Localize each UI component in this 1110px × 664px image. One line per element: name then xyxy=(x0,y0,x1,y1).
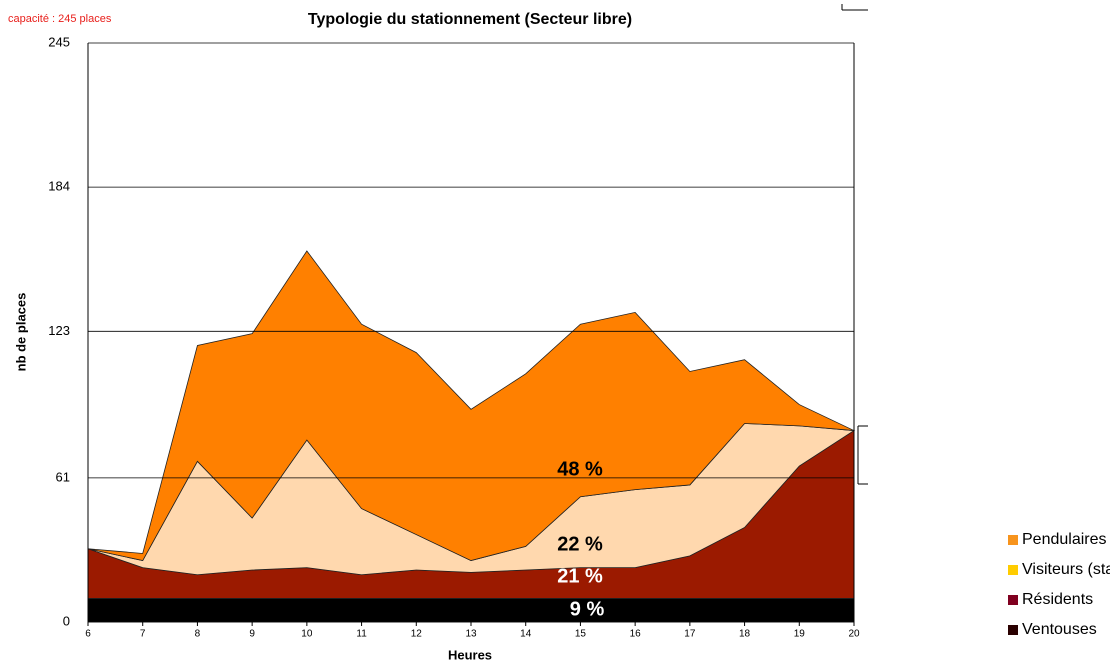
legend-swatch xyxy=(1008,625,1018,635)
decoration xyxy=(841,4,868,11)
x-tick-label: 14 xyxy=(520,629,532,640)
y-tick-label: 0 xyxy=(63,613,70,628)
x-tick-label: 10 xyxy=(301,629,313,640)
x-tick-label: 6 xyxy=(85,629,91,640)
x-axis-label: Heures xyxy=(448,647,492,662)
legend-swatch xyxy=(1008,565,1018,575)
legend-swatch xyxy=(1008,535,1018,545)
legend-swatch xyxy=(1008,595,1018,605)
y-axis-label: nb de places xyxy=(13,293,28,372)
x-tick-label: 20 xyxy=(848,629,860,640)
x-tick-label: 8 xyxy=(195,629,201,640)
annotation: 22 % xyxy=(557,533,603,555)
x-tick-label: 12 xyxy=(411,629,423,640)
annotation: 48 % xyxy=(557,458,603,480)
x-tick-label: 15 xyxy=(575,629,587,640)
legend-label: Visiteurs (stat <= 2h) xyxy=(1022,561,1110,578)
y-tick-label: 61 xyxy=(56,469,70,484)
x-tick-label: 16 xyxy=(630,629,642,640)
area xyxy=(87,597,855,623)
y-tick-label: 184 xyxy=(48,179,70,194)
annotation: 21 % xyxy=(557,565,603,587)
x-tick-label: 7 xyxy=(140,629,146,640)
x-tick-label: 19 xyxy=(794,629,806,640)
legend-label: Pendulaires (3h mini) xyxy=(1022,531,1110,548)
annotation: 9 % xyxy=(570,598,605,620)
decoration xyxy=(857,425,868,485)
chart-title: Typologie du stationnement (Secteur libr… xyxy=(308,11,632,28)
x-tick-label: 18 xyxy=(739,629,751,640)
x-tick-label: 13 xyxy=(465,629,477,640)
x-tick-label: 9 xyxy=(249,629,255,640)
legend-label: Ventouses xyxy=(1022,621,1097,638)
legend-label: Résidents xyxy=(1022,591,1093,608)
x-tick-label: 17 xyxy=(684,629,696,640)
y-tick-label: 245 xyxy=(48,34,70,49)
subtitle: capacité : 245 places xyxy=(8,13,112,25)
x-tick-label: 11 xyxy=(356,629,367,640)
y-tick-label: 123 xyxy=(48,323,70,338)
